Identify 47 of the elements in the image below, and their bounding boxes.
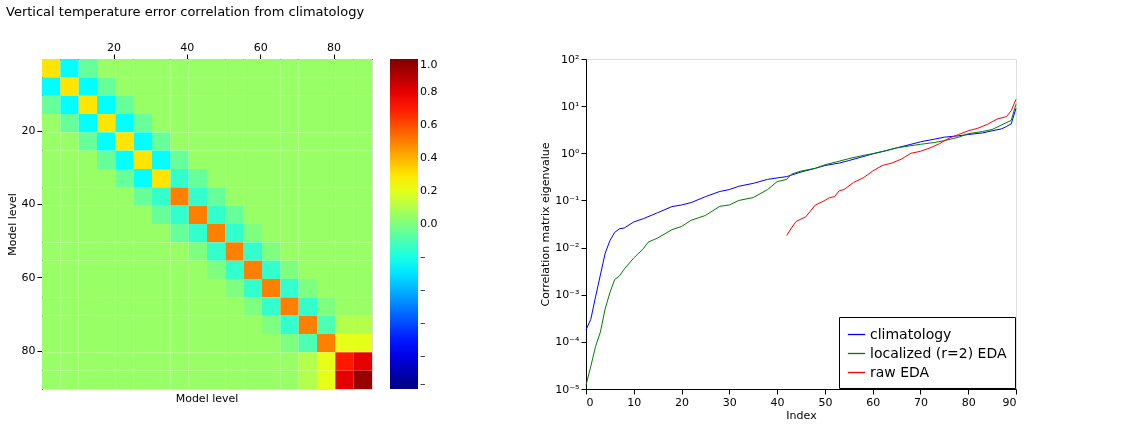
x-tick-label: 0 <box>586 395 594 409</box>
color-bar-label: 0.4 <box>420 151 438 164</box>
line-series <box>585 103 1017 386</box>
y-tick-label: 10¹ <box>561 99 580 113</box>
color-bar-label: – <box>420 250 426 263</box>
x-tick-label: 40 <box>770 395 785 409</box>
color-bar-label: 0.8 <box>420 85 438 98</box>
color-bar-label: – <box>420 349 426 362</box>
chart-title: Vertical temperature error correlation from climatology <box>6 4 365 19</box>
x-tick-label: 50 <box>818 395 833 409</box>
color-bar-label: – <box>420 283 426 296</box>
x-tick-label: 20 <box>107 40 121 54</box>
x-axis-title: Index <box>786 408 818 422</box>
x-tick-label: 60 <box>253 40 268 54</box>
y-tick-label: 10⁻⁵ <box>555 382 580 396</box>
x-tick-label: 30 <box>722 395 737 409</box>
x-tick-label: 80 <box>327 40 341 54</box>
y-tick-label: 10⁻¹ <box>555 193 580 207</box>
x-tick-label: 10 <box>627 395 642 409</box>
y-axis-title: Model level <box>5 193 19 256</box>
legend-label: climatology <box>870 325 952 342</box>
y-axis-title: Correlation matrix eigenvalue <box>539 142 553 307</box>
x-tick-label: 40 <box>180 40 195 54</box>
color-bar-label: 0.6 <box>420 118 438 131</box>
y-tick-label: 80 <box>21 344 36 357</box>
y-tick-label: 10⁰ <box>561 146 581 160</box>
x-tick-label: 70 <box>913 395 928 409</box>
y-tick-label: 40 <box>21 197 36 211</box>
y-tick-label: 60 <box>21 270 36 284</box>
color-bar-label: – <box>420 316 426 329</box>
y-tick-label: 10² <box>561 52 580 66</box>
x-tick-label: 20 <box>675 395 690 409</box>
legend-label: raw EDA <box>870 363 930 380</box>
x-tick-label: 80 <box>961 395 976 409</box>
y-tick-label: 10⁻³ <box>555 288 580 302</box>
x-tick-label: 90 <box>1002 395 1017 409</box>
y-tick-label: 20 <box>21 124 36 137</box>
color-bar-label: 0.0 <box>420 217 438 230</box>
legend-label: localized (r=2) EDA <box>870 344 1007 361</box>
color-bar-label: – <box>420 377 426 390</box>
line-series <box>786 98 1017 237</box>
x-axis-title: Model level <box>175 392 239 405</box>
y-tick-label: 10⁻² <box>555 241 580 255</box>
y-tick-label: 10⁻⁴ <box>555 335 581 349</box>
color-bar-label: 0.2 <box>420 184 438 197</box>
x-tick-label: 60 <box>866 395 881 409</box>
color-bar-label: 1.0 <box>420 58 438 71</box>
